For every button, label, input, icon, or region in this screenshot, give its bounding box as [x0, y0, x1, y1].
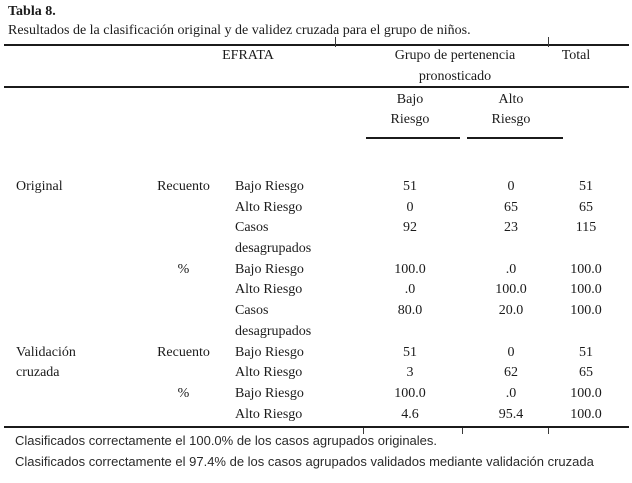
cell-total: 115: [575, 220, 597, 235]
subcolumn-header-alto-line1: Alto: [498, 92, 524, 107]
table-row: % Bajo Riesgo 100.0 .0 100.0: [0, 383, 632, 404]
rule-top-tick-left: [335, 37, 336, 47]
column-header-predicted-group-line2: pronosticado: [418, 69, 492, 84]
table-row: Alto Riesgo .0 100.0 100.0: [0, 279, 632, 300]
rule-bottom-tick-3: [548, 428, 549, 434]
cell-bajo-riesgo: .0: [404, 282, 416, 297]
column-header-predicted-group-line1: Grupo de pertenencia: [394, 48, 516, 63]
row-category-label: Alto Riesgo: [235, 407, 303, 422]
row-category-label: Alto Riesgo: [235, 282, 303, 297]
row-measure-label: %: [177, 262, 190, 277]
cell-bajo-riesgo: 92: [403, 220, 417, 235]
cell-alto-riesgo: .0: [505, 262, 517, 277]
row-group-label: Original: [16, 179, 63, 194]
cell-alto-riesgo: 95.4: [498, 407, 524, 422]
cell-bajo-riesgo: 3: [406, 365, 414, 380]
cell-total: 65: [579, 365, 593, 380]
table-row: Casos 92 23 115: [0, 217, 632, 238]
footnote-original-classification: Clasificados correctamente el 100.0% de …: [15, 433, 438, 448]
row-group-label: cruzada: [16, 365, 60, 380]
cell-total: 65: [579, 200, 593, 215]
column-header-efrata: EFRATA: [222, 48, 274, 63]
table-row: % Bajo Riesgo 100.0 .0 100.0: [0, 259, 632, 280]
cell-total: 100.0: [570, 282, 602, 297]
row-category-label: Bajo Riesgo: [235, 262, 304, 277]
table-caption: Resultados de la clasificación original …: [8, 23, 471, 38]
table-row: Alto Riesgo 0 65 65: [0, 197, 632, 218]
table-row: Casos 80.0 20.0 100.0: [0, 300, 632, 321]
row-category-label: Bajo Riesgo: [235, 345, 304, 360]
cell-alto-riesgo: .0: [505, 386, 517, 401]
row-measure-label: Recuento: [157, 345, 210, 360]
cell-bajo-riesgo: 100.0: [394, 262, 426, 277]
rule-bottom-tick-2: [462, 428, 463, 434]
cell-alto-riesgo: 0: [507, 345, 515, 360]
subcolumn-header-bajo-line2: Riesgo: [390, 112, 430, 127]
subcolumn-rule-bajo: [366, 137, 460, 139]
cell-total: 100.0: [570, 386, 602, 401]
row-category-label: desagrupados: [235, 324, 312, 339]
row-category-label: Casos: [235, 220, 269, 235]
rule-header: [4, 86, 629, 88]
footnote-cross-validation: Clasificados correctamente el 97.4% de l…: [15, 454, 594, 469]
column-header-total: Total: [561, 48, 591, 63]
cell-total: 100.0: [570, 303, 602, 318]
cell-alto-riesgo: 20.0: [498, 303, 524, 318]
rule-top: [4, 44, 629, 46]
table-row: Validación Recuento Bajo Riesgo 51 0 51: [0, 342, 632, 363]
table-row: Alto Riesgo 4.6 95.4 100.0: [0, 404, 632, 425]
cell-bajo-riesgo: 51: [403, 345, 417, 360]
rule-bottom: [4, 426, 629, 428]
cell-total: 51: [579, 179, 593, 194]
table-row: desagrupados: [0, 238, 632, 259]
cell-total: 51: [579, 345, 593, 360]
cell-alto-riesgo: 62: [504, 365, 518, 380]
cell-bajo-riesgo: 100.0: [394, 386, 426, 401]
cell-bajo-riesgo: 80.0: [397, 303, 423, 318]
cell-bajo-riesgo: 51: [403, 179, 417, 194]
row-group-label: Validación: [16, 345, 76, 360]
row-category-label: Bajo Riesgo: [235, 179, 304, 194]
subcolumn-header-bajo-line1: Bajo: [396, 92, 424, 107]
row-measure-label: Recuento: [157, 179, 210, 194]
table-row: cruzada Alto Riesgo 3 62 65: [0, 362, 632, 383]
cell-alto-riesgo: 65: [504, 200, 518, 215]
cell-bajo-riesgo: 4.6: [401, 407, 419, 422]
table-title: Tabla 8.: [8, 4, 56, 19]
table-row: Original Recuento Bajo Riesgo 51 0 51: [0, 176, 632, 197]
table-row: desagrupados: [0, 321, 632, 342]
subcolumn-header-alto-line2: Riesgo: [491, 112, 531, 127]
row-category-label: Alto Riesgo: [235, 365, 303, 380]
cell-alto-riesgo: 0: [507, 179, 515, 194]
rule-top-tick-right: [548, 37, 549, 47]
row-category-label: Alto Riesgo: [235, 200, 303, 215]
cell-total: 100.0: [570, 262, 602, 277]
rule-bottom-tick-1: [363, 428, 364, 434]
cell-alto-riesgo: 23: [504, 220, 518, 235]
row-category-label: Casos: [235, 303, 269, 318]
row-category-label: Bajo Riesgo: [235, 386, 304, 401]
cell-alto-riesgo: 100.0: [495, 282, 527, 297]
subcolumn-rule-alto: [467, 137, 563, 139]
row-measure-label: %: [177, 386, 190, 401]
row-category-label: desagrupados: [235, 241, 312, 256]
cell-total: 100.0: [570, 407, 602, 422]
cell-bajo-riesgo: 0: [406, 200, 414, 215]
